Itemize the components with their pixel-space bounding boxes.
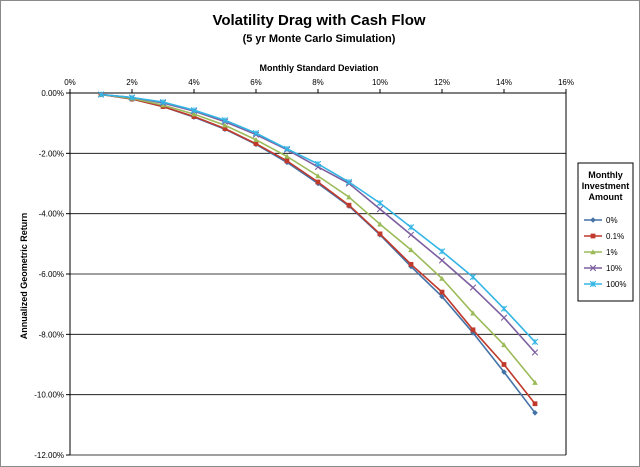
data-point-s4-2 bbox=[159, 98, 167, 106]
legend-label-1: 0.1% bbox=[606, 232, 624, 241]
y-tick-label-0: 0.00% bbox=[41, 89, 64, 98]
x-tick-label-1: 2% bbox=[126, 78, 138, 87]
data-point-s3-11 bbox=[438, 257, 446, 264]
data-point-s2-8 bbox=[346, 194, 352, 200]
data-point-s4-6 bbox=[283, 145, 291, 152]
legend-title-line-2: Amount bbox=[589, 192, 623, 202]
data-point-s4-13 bbox=[500, 305, 508, 312]
data-point-s4-9 bbox=[376, 199, 384, 207]
data-point-s2-6 bbox=[284, 153, 290, 159]
data-point-s3-14 bbox=[531, 349, 539, 356]
data-point-s1-3 bbox=[191, 114, 197, 119]
data-point-s4-8 bbox=[345, 178, 353, 186]
data-point-s4-7 bbox=[314, 160, 322, 168]
y-tick-label-2: -4.00% bbox=[39, 210, 64, 219]
data-point-s4-14 bbox=[531, 338, 539, 346]
legend-marker-4 bbox=[589, 280, 597, 288]
data-point-s4-3 bbox=[190, 107, 198, 114]
data-point-s1-7 bbox=[315, 179, 321, 185]
data-point-s1-6 bbox=[284, 158, 290, 164]
series-line-0 bbox=[100, 93, 536, 414]
data-point-s4-12 bbox=[469, 273, 477, 281]
series-line-1 bbox=[100, 93, 536, 405]
data-point-s1-13 bbox=[501, 362, 507, 367]
legend-label-3: 10% bbox=[606, 264, 622, 273]
data-point-s0-11 bbox=[439, 293, 445, 300]
x-tick-label-6: 12% bbox=[434, 78, 450, 87]
x-tick-label-7: 14% bbox=[496, 78, 512, 87]
plot-area: 0% 2% 4% 6% 8% 10% 12% 14% 16% 0.00% -2.00% -4.00% -… bbox=[34, 78, 574, 460]
data-point-s2-7 bbox=[315, 173, 321, 179]
y-tick-label-1: -2.00% bbox=[39, 149, 64, 158]
data-point-s2-4 bbox=[222, 122, 228, 128]
legend-marker-1 bbox=[590, 233, 596, 239]
data-point-s2-12 bbox=[470, 310, 476, 316]
data-point-s3-13 bbox=[500, 314, 508, 321]
data-point-s1-12 bbox=[470, 327, 476, 333]
data-point-s1-11 bbox=[439, 289, 445, 295]
legend-title-line-1: Investment bbox=[582, 181, 630, 191]
y-tick-label-4: -8.00% bbox=[39, 330, 64, 339]
y-tick-label-6: -12.00% bbox=[34, 451, 64, 460]
data-point-s3-10 bbox=[407, 231, 415, 238]
data-point-s4-4 bbox=[221, 116, 229, 124]
data-point-s2-5 bbox=[253, 136, 259, 142]
y-axis-title: Annualized Geometric Return bbox=[19, 213, 29, 340]
data-point-s0-13 bbox=[501, 369, 507, 375]
data-point-s4-1 bbox=[128, 94, 136, 101]
data-point-s1-14 bbox=[532, 401, 538, 407]
x-tick-label-4: 8% bbox=[312, 78, 324, 87]
data-point-s4-11 bbox=[438, 248, 446, 255]
y-tick-label-3: -6.00% bbox=[39, 270, 64, 279]
legend-box bbox=[577, 162, 634, 302]
x-axis-title: Monthly Standard Deviation bbox=[259, 63, 378, 73]
legend-label-2: 1% bbox=[606, 248, 618, 257]
chart-subtitle: (5 yr Monte Carlo Simulation) bbox=[243, 33, 396, 45]
x-tick-label-2: 4% bbox=[188, 78, 200, 87]
x-tick-label-0: 0% bbox=[64, 78, 76, 87]
legend-label-0: 0% bbox=[606, 216, 618, 225]
data-point-s1-9 bbox=[377, 231, 383, 237]
data-point-s3-12 bbox=[469, 284, 477, 291]
data-point-s4-5 bbox=[252, 129, 260, 137]
data-point-s0-12 bbox=[470, 330, 476, 336]
series-line-3 bbox=[100, 93, 536, 353]
x-tick-label-3: 6% bbox=[250, 78, 262, 87]
chart-title: Volatility Drag with Cash Flow bbox=[212, 12, 425, 29]
data-point-s1-10 bbox=[408, 261, 414, 267]
legend-marker-3 bbox=[589, 264, 597, 272]
legend-marker-2 bbox=[590, 249, 596, 255]
x-tick-label-8: 16% bbox=[558, 78, 574, 87]
data-point-s4-10 bbox=[407, 224, 415, 231]
legend-label-4: 100% bbox=[606, 280, 626, 289]
series-line-2 bbox=[100, 93, 536, 384]
data-point-s3-9 bbox=[376, 205, 384, 213]
data-point-s1-5 bbox=[253, 141, 259, 147]
data-point-s4-0 bbox=[97, 91, 105, 98]
data-point-s1-4 bbox=[222, 126, 228, 131]
data-point-s2-3 bbox=[191, 111, 197, 117]
legend-title-line-0: Monthly bbox=[588, 170, 623, 180]
legend-marker-0 bbox=[590, 217, 596, 223]
data-point-s2-14 bbox=[532, 379, 538, 385]
data-point-s2-11 bbox=[439, 275, 445, 281]
data-point-s2-10 bbox=[408, 247, 414, 253]
x-tick-label-5: 10% bbox=[372, 78, 388, 87]
y-tick-label-5: -10.00% bbox=[34, 391, 64, 400]
data-point-s1-8 bbox=[346, 202, 352, 208]
data-point-s2-13 bbox=[501, 342, 507, 348]
data-point-s0-14 bbox=[532, 409, 538, 416]
series-line-4 bbox=[100, 93, 536, 343]
data-point-s2-9 bbox=[377, 221, 383, 227]
